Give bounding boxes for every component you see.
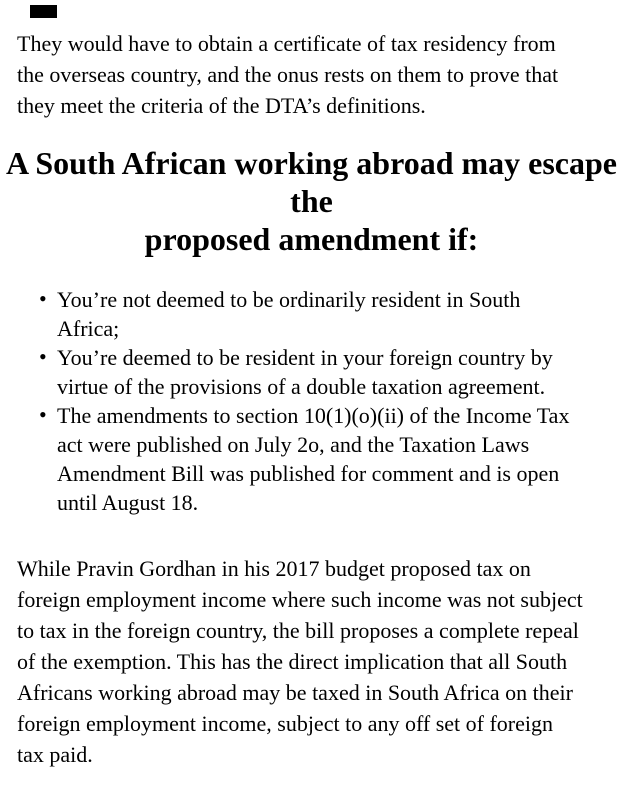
bullet-icon: •	[39, 344, 47, 369]
closing-paragraph: While Pravin Gordhan in his 2017 budget …	[17, 556, 583, 767]
list-item-text: The amendments to section 10(1)(o)(ii) o…	[57, 403, 570, 515]
list-item: • The amendments to section 10(1)(o)(ii)…	[17, 401, 615, 517]
intro-paragraph: They would have to obtain a certificate …	[17, 31, 559, 118]
cursor-marker	[30, 5, 57, 18]
section-heading: A South African working abroad may escap…	[5, 145, 617, 257]
list-item: • You’re not deemed to be ordinarily res…	[17, 285, 615, 343]
conditions-list: • You’re not deemed to be ordinarily res…	[17, 285, 615, 517]
bullet-icon: •	[39, 402, 47, 427]
bullet-icon: •	[39, 286, 47, 311]
list-item-text: You’re not deemed to be ordinarily resid…	[57, 287, 521, 341]
list-item: • You’re deemed to be resident in your f…	[17, 343, 615, 401]
list-item-text: You’re deemed to be resident in your for…	[57, 345, 553, 399]
